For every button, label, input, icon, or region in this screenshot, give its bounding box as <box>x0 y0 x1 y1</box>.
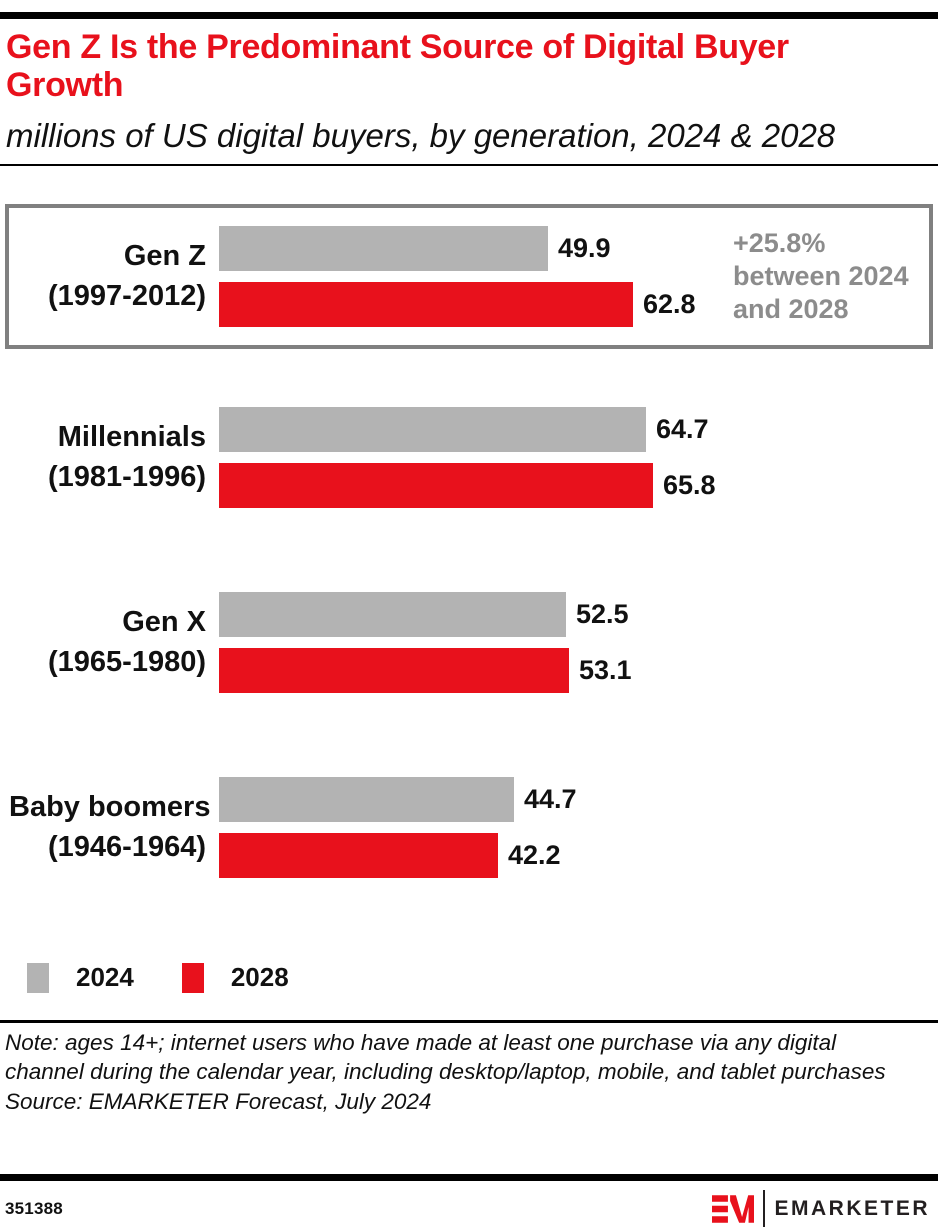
bar-2028-millennials <box>219 463 653 509</box>
category-label-gen-x: Gen X (1965-1980) <box>9 603 219 681</box>
chart-group-gen-z: Gen Z (1997-2012) 49.9 62.8 +25.8% between 20… <box>9 226 929 328</box>
bar-row-2028-baby-boomers: 42.2 <box>219 833 938 879</box>
bar-2024-millennials <box>219 407 646 453</box>
category-label-millennials: Millennials (1981-1996) <box>9 418 219 496</box>
brand-name: EMARKETER <box>774 1196 930 1220</box>
annotation-line: and 2028 <box>733 294 849 325</box>
legend-swatch-2028 <box>181 962 204 993</box>
annotation-line: between 2024 <box>733 260 909 291</box>
value-label-2024-gen-x: 52.5 <box>576 599 629 630</box>
notes-divider <box>0 1020 938 1024</box>
value-label-2028-gen-x: 53.1 <box>579 655 632 686</box>
bar-row-2024-gen-x: 52.5 <box>219 592 938 638</box>
bar-pair-gen-z: 49.9 62.8 <box>219 226 733 328</box>
bar-row-2024-gen-z: 49.9 <box>219 226 733 272</box>
legend-label-2024: 2024 <box>76 962 134 993</box>
header-divider <box>0 164 938 167</box>
chart-group-millennials: Millennials (1981-1996) 64.7 65.8 <box>9 407 938 509</box>
bar-2024-gen-z <box>219 226 548 272</box>
legend-item-2028: 2028 <box>181 962 289 993</box>
top-black-bar <box>0 12 938 19</box>
category-label-baby-boomers: Baby boomers (1946-1964) <box>9 788 219 866</box>
chart-group-gen-x: Gen X (1965-1980) 52.5 53.1 <box>9 592 938 694</box>
bar-chart: Gen Z (1997-2012) 49.9 62.8 +25.8% between 20… <box>0 204 938 879</box>
category-name: Baby boomers <box>9 791 211 824</box>
legend-item-2024: 2024 <box>27 962 134 993</box>
logo-divider <box>763 1190 766 1227</box>
category-years: (1981-1996) <box>48 460 206 493</box>
source-text: Source: EMARKETER Forecast, July 2024 <box>5 1088 432 1114</box>
bar-pair-baby-boomers: 44.7 42.2 <box>219 777 938 879</box>
chart-group-baby-boomers: Baby boomers (1946-1964) 44.7 42.2 <box>9 777 938 879</box>
category-name: Gen X <box>122 606 206 639</box>
bar-2028-gen-x <box>219 648 569 694</box>
bar-row-2024-millennials: 64.7 <box>219 407 938 453</box>
category-years: (1965-1980) <box>48 645 206 678</box>
note-text: Note: ages 14+; internet users who have … <box>5 1030 886 1085</box>
chart-id: 351388 <box>5 1198 63 1218</box>
notes-block: Note: ages 14+; internet users who have … <box>0 1023 930 1116</box>
chart-header: Gen Z Is the Predominant Source of Digit… <box>0 28 938 156</box>
bar-pair-millennials: 64.7 65.8 <box>219 407 938 509</box>
footer-black-bar <box>0 1174 938 1181</box>
bar-2024-gen-x <box>219 592 566 638</box>
value-label-2024-millennials: 64.7 <box>656 414 709 445</box>
value-label-2024-baby-boomers: 44.7 <box>524 784 577 815</box>
value-label-2028-gen-z: 62.8 <box>643 289 696 320</box>
category-label-gen-z: Gen Z (1997-2012) <box>9 237 219 315</box>
category-years: (1997-2012) <box>48 279 206 312</box>
category-name: Millennials <box>57 421 206 454</box>
annotation-line: +25.8% <box>733 227 826 258</box>
em-monogram-icon <box>712 1194 755 1223</box>
footer: 351388 EMARKETER <box>0 1174 938 1227</box>
chart-legend: 2024 2028 <box>27 962 938 993</box>
bar-2028-gen-z <box>219 282 633 328</box>
legend-swatch-2024 <box>27 962 49 993</box>
chart-subtitle: millions of US digital buyers, by genera… <box>6 116 836 154</box>
page-title: Gen Z Is the Predominant Source of Digit… <box>6 28 789 105</box>
emarketer-logo: EMARKETER <box>712 1190 930 1227</box>
bar-2024-baby-boomers <box>219 777 514 823</box>
bar-row-2028-millennials: 65.8 <box>219 463 938 509</box>
category-name: Gen Z <box>123 240 206 273</box>
highlight-box-gen-z: Gen Z (1997-2012) 49.9 62.8 +25.8% between 20… <box>5 204 933 350</box>
growth-annotation: +25.8% between 2024 and 2028 <box>733 227 929 327</box>
legend-label-2028: 2028 <box>230 962 289 993</box>
bar-row-2024-baby-boomers: 44.7 <box>219 777 938 823</box>
value-label-2028-baby-boomers: 42.2 <box>508 840 561 871</box>
value-label-2028-millennials: 65.8 <box>663 470 716 501</box>
bar-pair-gen-x: 52.5 53.1 <box>219 592 938 694</box>
bar-row-2028-gen-x: 53.1 <box>219 648 938 694</box>
bar-row-2028-gen-z: 62.8 <box>219 282 733 328</box>
bar-2028-baby-boomers <box>219 833 498 879</box>
value-label-2024-gen-z: 49.9 <box>558 233 611 264</box>
category-years: (1946-1964) <box>48 830 206 863</box>
